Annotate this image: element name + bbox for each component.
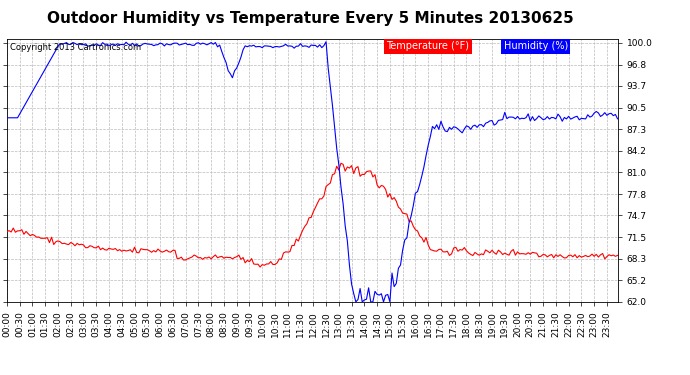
Text: Outdoor Humidity vs Temperature Every 5 Minutes 20130625: Outdoor Humidity vs Temperature Every 5 … [47,11,574,26]
Text: Copyright 2013 Cartronics.com: Copyright 2013 Cartronics.com [10,43,141,52]
Text: Temperature (°F): Temperature (°F) [386,41,469,51]
Text: Humidity (%): Humidity (%) [504,41,568,51]
